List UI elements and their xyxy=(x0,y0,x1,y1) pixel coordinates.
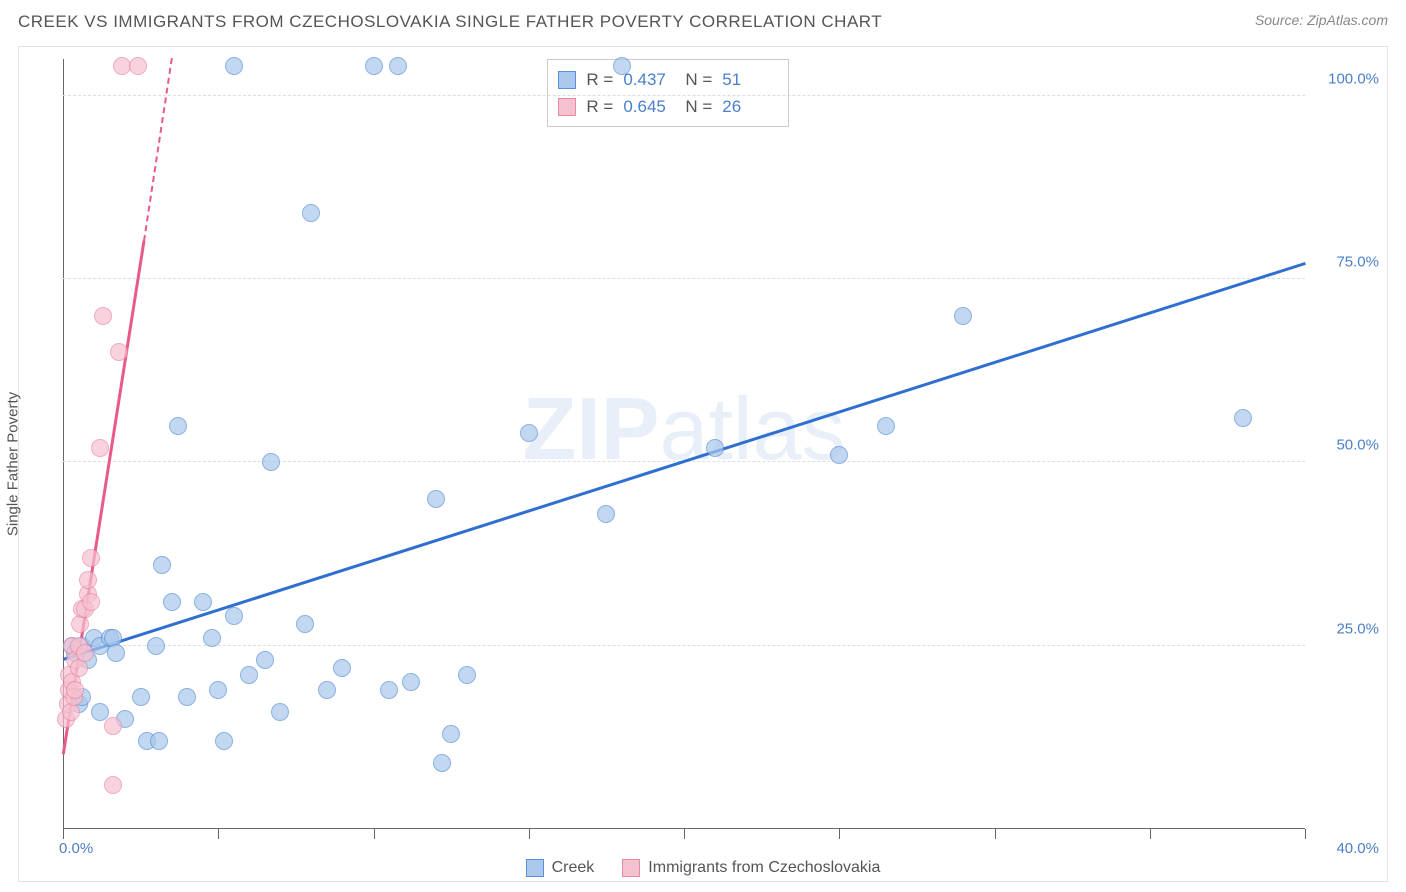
scatter-marker xyxy=(147,637,165,655)
scatter-marker xyxy=(215,732,233,750)
scatter-marker xyxy=(150,732,168,750)
scatter-marker xyxy=(91,439,109,457)
scatter-marker xyxy=(458,666,476,684)
scatter-marker xyxy=(333,659,351,677)
scatter-marker xyxy=(262,453,280,471)
y-tick-label: 75.0% xyxy=(1336,254,1379,271)
scatter-marker xyxy=(153,556,171,574)
legend-swatch xyxy=(622,859,640,877)
legend-swatch xyxy=(558,98,576,116)
r-value: 0.437 xyxy=(623,66,675,93)
scatter-marker xyxy=(520,424,538,442)
scatter-marker xyxy=(163,593,181,611)
y-tick-label: 100.0% xyxy=(1328,70,1379,87)
x-tick xyxy=(529,829,530,839)
scatter-marker xyxy=(203,629,221,647)
scatter-marker xyxy=(132,688,150,706)
legend-item: Immigrants from Czechoslovakia xyxy=(622,859,880,877)
scatter-marker xyxy=(225,607,243,625)
n-value: 26 xyxy=(722,93,774,120)
scatter-marker xyxy=(129,57,147,75)
scatter-marker xyxy=(597,505,615,523)
scatter-marker xyxy=(104,717,122,735)
scatter-marker xyxy=(1234,409,1252,427)
r-label: R = xyxy=(586,93,613,120)
n-label: N = xyxy=(685,93,712,120)
x-tick xyxy=(374,829,375,839)
legend-stats-row: R = 0.437 N = 51 xyxy=(558,66,774,93)
trend-line-dashed xyxy=(143,58,173,242)
x-tick xyxy=(1150,829,1151,839)
scatter-marker xyxy=(706,439,724,457)
scatter-marker xyxy=(302,204,320,222)
legend-swatch xyxy=(526,859,544,877)
scatter-marker xyxy=(82,549,100,567)
legend-stats-row: R = 0.645 N = 26 xyxy=(558,93,774,120)
r-label: R = xyxy=(586,66,613,93)
scatter-marker xyxy=(110,343,128,361)
scatter-marker xyxy=(79,571,97,589)
n-value: 51 xyxy=(722,66,774,93)
scatter-marker xyxy=(82,593,100,611)
scatter-marker xyxy=(402,673,420,691)
scatter-marker xyxy=(389,57,407,75)
scatter-marker xyxy=(427,490,445,508)
scatter-marker xyxy=(209,681,227,699)
scatter-marker xyxy=(225,57,243,75)
x-tick xyxy=(684,829,685,839)
legend-label: Creek xyxy=(552,859,595,877)
scatter-marker xyxy=(954,307,972,325)
legend-bottom: Creek Immigrants from Czechoslovakia xyxy=(19,859,1387,877)
scatter-marker xyxy=(442,725,460,743)
chart-container: Single Father Poverty ZIPatlas R = 0.437… xyxy=(18,46,1388,882)
scatter-marker xyxy=(365,57,383,75)
scatter-plot: ZIPatlas R = 0.437 N = 51 R = 0.645 N = … xyxy=(63,59,1305,829)
watermark: ZIPatlas xyxy=(523,378,846,480)
scatter-marker xyxy=(107,644,125,662)
scatter-marker xyxy=(104,776,122,794)
scatter-marker xyxy=(256,651,274,669)
scatter-marker xyxy=(240,666,258,684)
gridline xyxy=(63,278,1305,279)
scatter-marker xyxy=(433,754,451,772)
x-tick xyxy=(839,829,840,839)
scatter-marker xyxy=(66,681,84,699)
x-tick xyxy=(995,829,996,839)
n-label: N = xyxy=(685,66,712,93)
legend-swatch xyxy=(558,71,576,89)
scatter-marker xyxy=(178,688,196,706)
x-tick xyxy=(218,829,219,839)
gridline xyxy=(63,95,1305,96)
scatter-marker xyxy=(271,703,289,721)
scatter-marker xyxy=(76,644,94,662)
scatter-marker xyxy=(318,681,336,699)
x-tick xyxy=(1305,829,1306,839)
x-tick xyxy=(63,829,64,839)
y-tick-label: 50.0% xyxy=(1336,437,1379,454)
scatter-marker xyxy=(296,615,314,633)
scatter-marker xyxy=(877,417,895,435)
scatter-marker xyxy=(380,681,398,699)
scatter-marker xyxy=(613,57,631,75)
legend-label: Immigrants from Czechoslovakia xyxy=(648,859,880,877)
y-axis-label: Single Father Poverty xyxy=(5,392,22,536)
x-tick-label: 0.0% xyxy=(59,840,93,857)
r-value: 0.645 xyxy=(623,93,675,120)
gridline xyxy=(63,645,1305,646)
y-tick-label: 25.0% xyxy=(1336,620,1379,637)
x-tick-label: 40.0% xyxy=(1336,840,1379,857)
scatter-marker xyxy=(94,307,112,325)
scatter-marker xyxy=(830,446,848,464)
scatter-marker xyxy=(194,593,212,611)
scatter-marker xyxy=(169,417,187,435)
legend-stats-box: R = 0.437 N = 51 R = 0.645 N = 26 xyxy=(547,59,789,127)
legend-item: Creek xyxy=(526,859,595,877)
chart-title: CREEK VS IMMIGRANTS FROM CZECHOSLOVAKIA … xyxy=(18,12,882,32)
source-attribution: Source: ZipAtlas.com xyxy=(1255,12,1388,28)
